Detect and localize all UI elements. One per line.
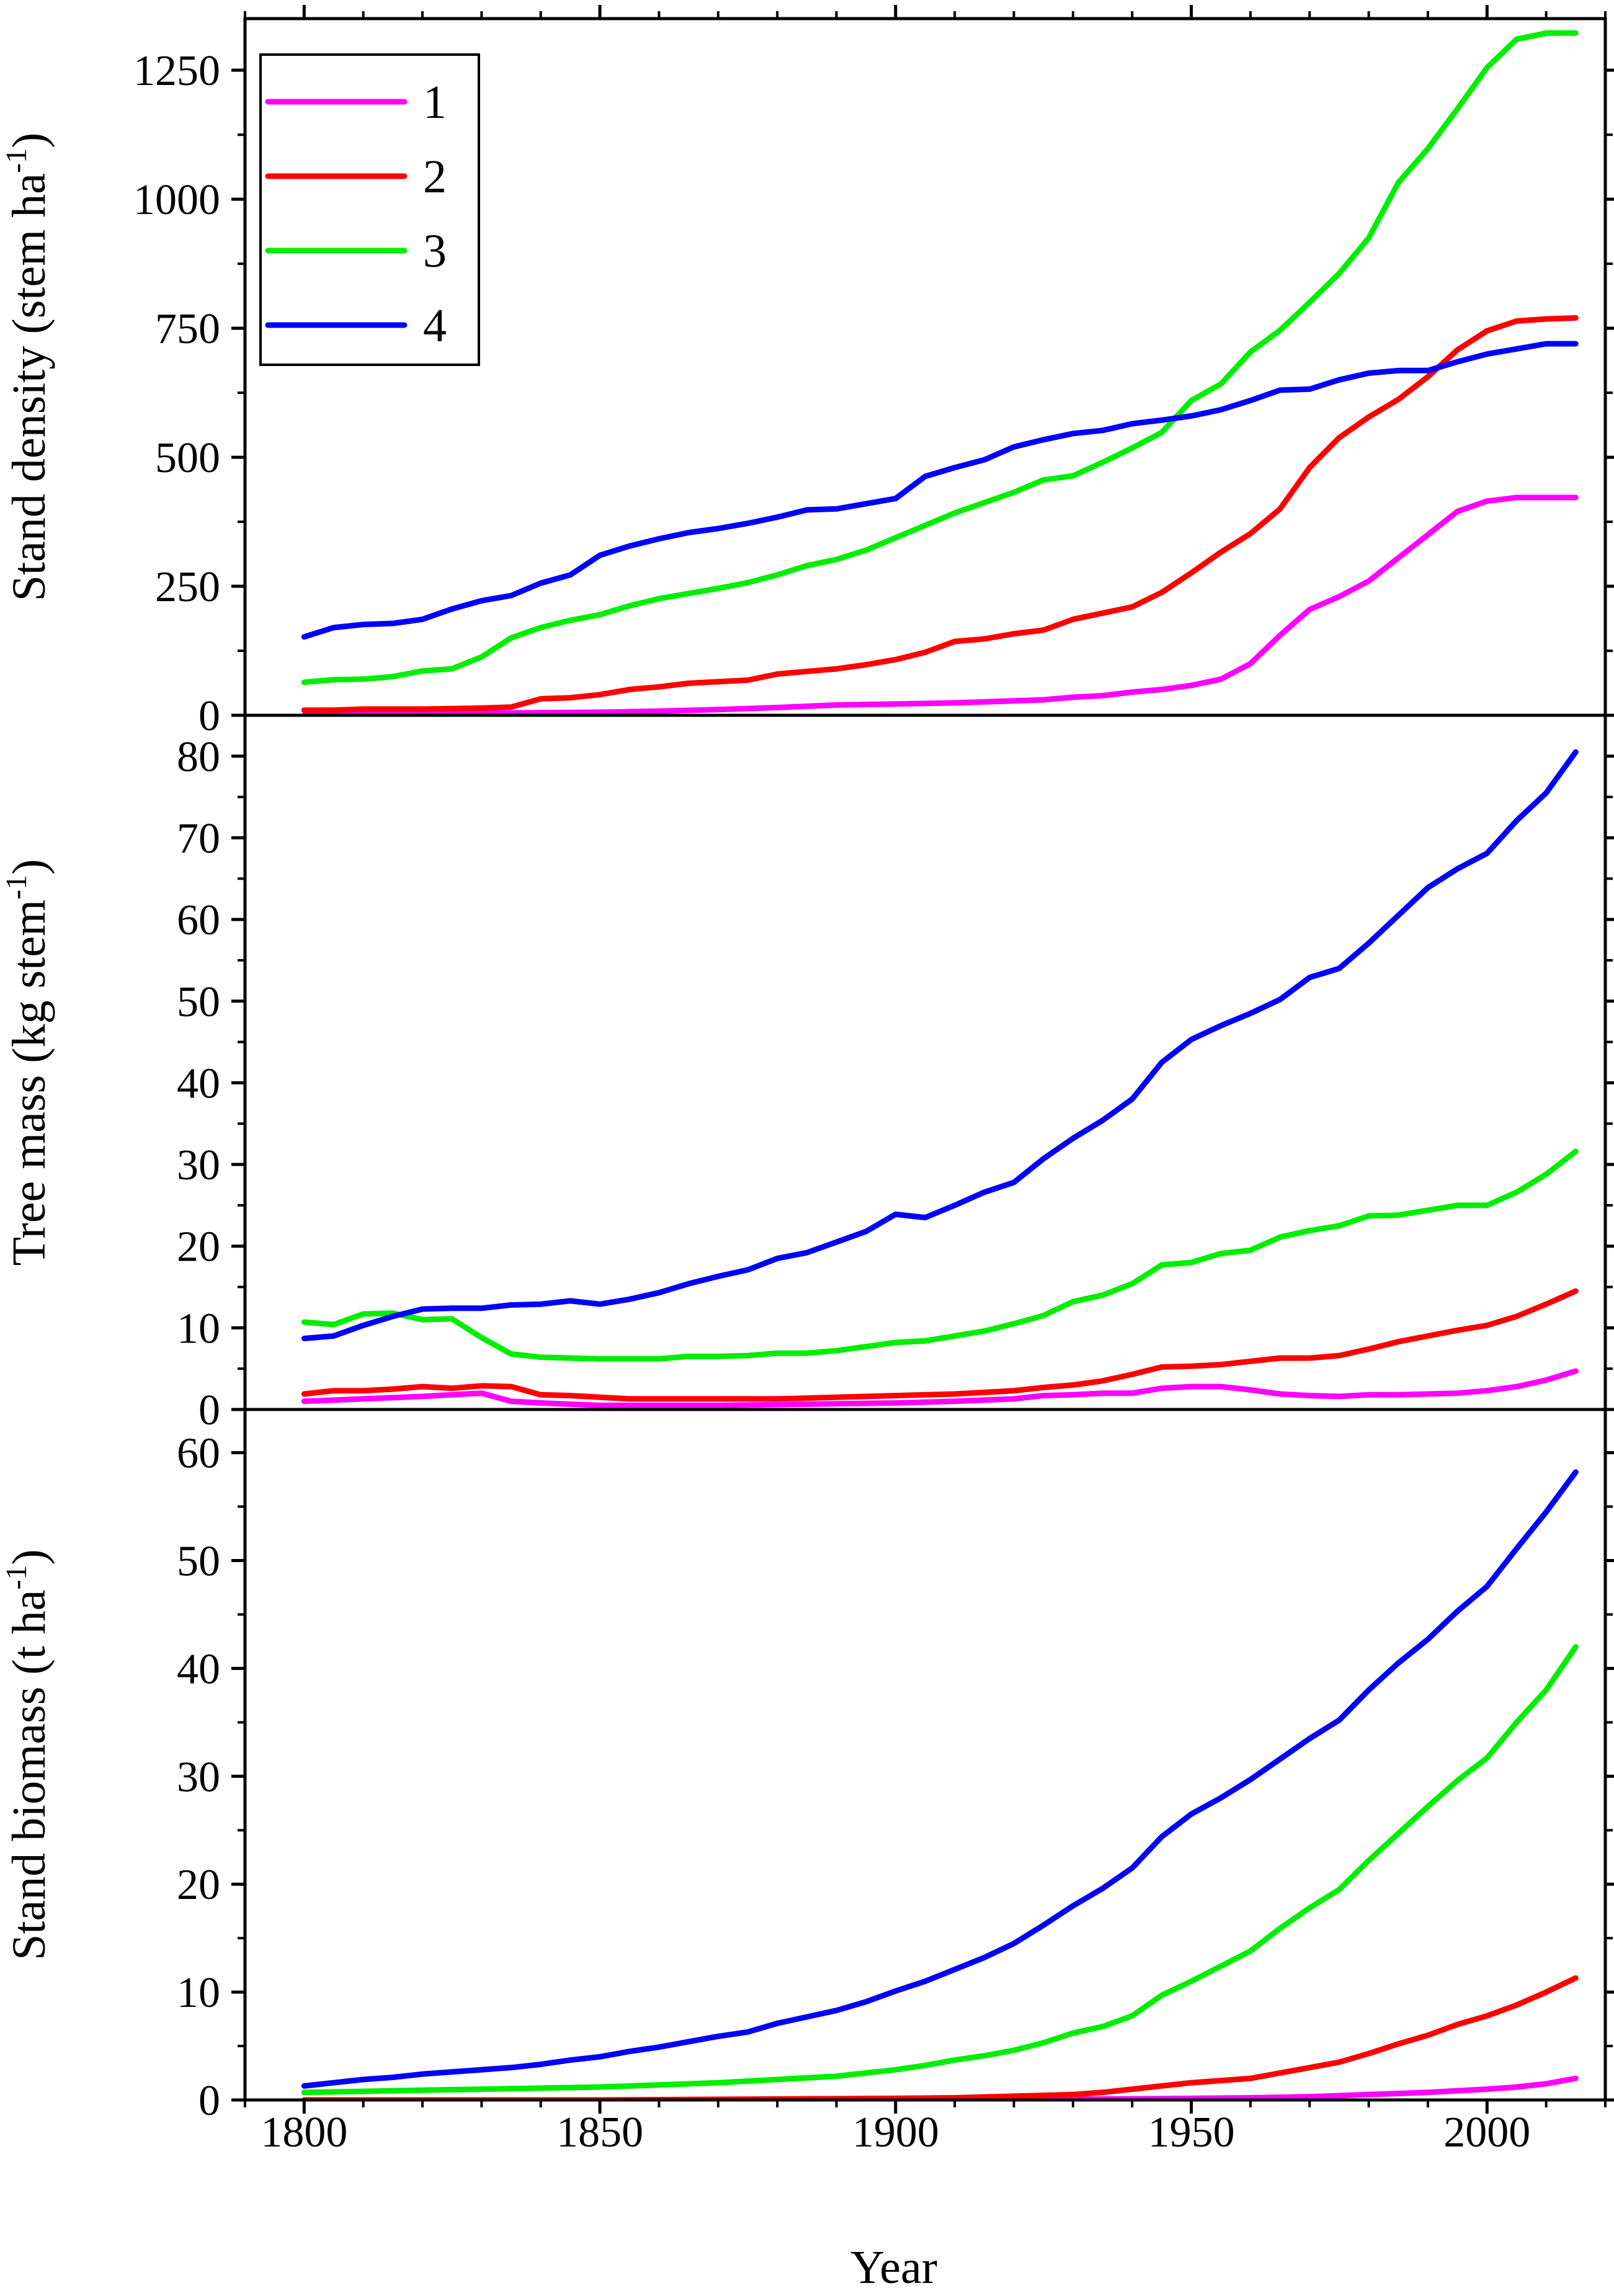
tree-mass-series-2 [301, 1288, 1579, 1402]
tree-mass-ytick-label: 0 [198, 1387, 220, 1434]
tree-mass-series-3 [301, 1148, 1579, 1362]
tree-mass-series-4 [301, 749, 1579, 1341]
panel-tree-mass: 0 10 20 30 40 50 60 70 80 Tree mass (kg stem-1) [0, 713, 1614, 1434]
tree-mass-ylabel-main: Tree mass (kg stem [3, 900, 55, 1266]
stand-biomass-ytick-label: 60 [177, 1430, 220, 1478]
legend-label-1: 1 [423, 76, 447, 128]
stand-density-ylabel: Stand density (stem ha-1) [0, 133, 55, 602]
tree-mass-ytick-label: 60 [177, 896, 220, 944]
tree-mass-ytick-label: 30 [177, 1141, 220, 1189]
x-tick-label: 1850 [556, 2109, 643, 2156]
tree-mass-frame [243, 713, 1607, 1411]
tree-mass-ylabel-sup: -1 [0, 875, 33, 900]
stand-biomass-ytick-label: 0 [198, 2077, 220, 2125]
stand-biomass-ytick-label: 40 [177, 1645, 220, 1693]
stand-biomass-ylabel: Stand biomass (t ha-1) [0, 1549, 55, 1960]
stand-biomass-ylabel-end: ) [3, 1549, 55, 1565]
stand-biomass-series-4 [301, 1469, 1579, 2089]
stand-density-ytick-label: 0 [198, 692, 220, 740]
stand-density-ylabel-main: Stand density (stem ha [3, 173, 55, 601]
stand-biomass-series-3 [301, 1644, 1579, 2096]
stand-density-ytick-label: 750 [155, 305, 220, 353]
stand-density-ytick-label: 1000 [133, 176, 220, 224]
tree-mass-ytick-label: 80 [177, 733, 220, 781]
x-axis-title: Year [850, 2241, 937, 2294]
tree-mass-ytick-label: 40 [177, 1060, 220, 1107]
x-tick-labels: 1800 1850 1900 1950 2000 [261, 2109, 1530, 2156]
tree-mass-ytick-label: 20 [177, 1223, 220, 1271]
x-tick-label: 1900 [852, 2109, 939, 2156]
legend-label-4: 4 [423, 300, 447, 352]
tree-mass-series-group [301, 749, 1579, 1408]
stand-biomass-ytick-label: 10 [177, 1969, 220, 2017]
panel-stand-biomass: 0 10 20 30 40 50 60 Stand biomass (t ha-1) [0, 1408, 1614, 2125]
stand-density-ylabel-sup: -1 [0, 148, 33, 173]
stand-biomass-ytick-label: 30 [177, 1753, 220, 1801]
stand-density-ytick-label: 250 [155, 563, 220, 611]
legend: 1 2 3 4 [259, 53, 480, 366]
panel-stand-density: 0 250 500 750 1000 1250 Stand density (stem ha… [0, 5, 1614, 740]
stand-density-ytick-label: 1250 [133, 47, 220, 95]
stand-biomass-ytick-label: 50 [177, 1537, 220, 1585]
stand-biomass-ytick-label: 20 [177, 1861, 220, 1909]
tree-mass-ylabel: Tree mass (kg stem-1) [0, 859, 55, 1266]
x-tick-label: 1950 [1148, 2109, 1235, 2156]
legend-box [259, 53, 480, 366]
x-tick-label: 2000 [1443, 2109, 1530, 2156]
stand-density-series-1 [301, 494, 1579, 715]
tree-mass-ylabel-end: ) [3, 859, 55, 875]
stand-density-series-3 [301, 30, 1579, 686]
stand-biomass-ylabel-sup: -1 [0, 1565, 33, 1589]
stand-biomass-series-group [301, 1469, 1579, 2100]
tree-mass-series-1 [301, 1368, 1579, 1408]
stand-density-series-2 [301, 315, 1579, 713]
stand-density-series-group [301, 30, 1579, 715]
stand-biomass-series-2 [301, 1975, 1579, 2100]
tree-mass-ytick-label: 50 [177, 978, 220, 1026]
legend-label-2: 2 [423, 151, 447, 203]
stand-density-ylabel-end: ) [3, 133, 55, 148]
stand-density-ytick-label: 500 [155, 434, 220, 482]
tree-mass-ytick-label: 10 [177, 1305, 220, 1352]
x-tick-label: 1800 [261, 2109, 347, 2156]
stand-biomass-ylabel-main: Stand biomass (t ha [3, 1589, 55, 1960]
tree-mass-ytick-label: 70 [177, 815, 220, 862]
legend-label-3: 3 [423, 225, 447, 277]
stand-density-series-4 [301, 341, 1579, 640]
stand-biomass-frame [243, 1408, 1607, 2102]
